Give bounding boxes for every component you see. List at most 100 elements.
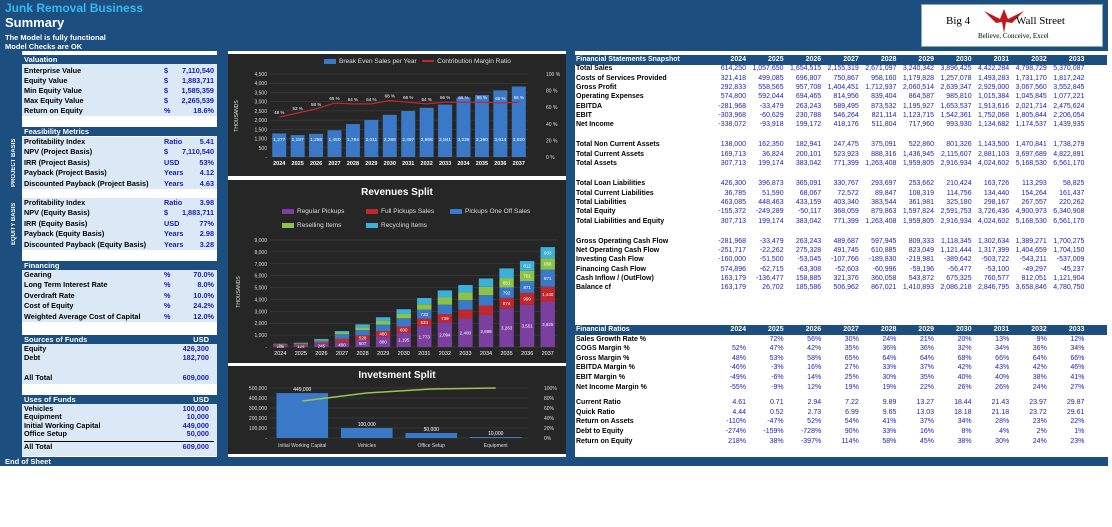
row-cell: 33% (882, 364, 897, 372)
segment-value-label: 1,773 (419, 334, 431, 339)
project-metric-row-unit: $ (164, 147, 169, 157)
revenue-segment (314, 338, 329, 340)
row-label: Gross Margin % (576, 354, 630, 362)
y-tick-label: 100,000 (249, 426, 267, 432)
row-cell: 574,800 (720, 93, 746, 101)
row-cell: 23.72 (1029, 408, 1047, 416)
row-label: Total Assets (576, 160, 617, 167)
financing-row-unit: % (164, 290, 171, 300)
line-value-label: 66 % (477, 95, 487, 100)
table-row: Net Operating Cash Flow -251,717 -22,262 27… (575, 246, 1107, 256)
y-tick-label: 2,000 (254, 118, 267, 124)
row-cell: 325,180 (946, 198, 972, 206)
row-cell: 19% (882, 383, 897, 391)
row-cell: 1,913,616 (978, 102, 1010, 110)
row-cell: 218% (728, 437, 746, 445)
x-tick-label: 2024 (273, 161, 286, 167)
break-even-bar (474, 95, 489, 157)
equity-metric-row: IRR (Equity Basis) USD 77% (24, 219, 214, 228)
end-of-sheet: End of Sheet (0, 457, 1108, 466)
row-cell: 1,738,279 (1053, 141, 1085, 149)
revenue-segment (458, 300, 473, 310)
revenue-segment (437, 297, 453, 305)
legend-label: Recycling Items (381, 222, 427, 229)
segment-value-label: 1,440 (542, 292, 554, 297)
revenue-segment (540, 258, 555, 270)
year-header: 2033 (1068, 56, 1085, 63)
row-cell: 2.73 (807, 408, 822, 416)
business-title: Junk Removal Business (5, 1, 144, 15)
row-cell: 1,817,242 (1053, 74, 1085, 82)
valuation-row: Max Equity Value $2,265,539 (24, 96, 214, 105)
segment-value-label: 3,825 (542, 322, 554, 327)
x-tick-label: Equipment (484, 443, 509, 449)
segment-value-label: 607 (359, 341, 367, 346)
valuation-row-value: 7,110,540 (181, 66, 214, 75)
row-cell: 65% (844, 354, 859, 362)
revenue-segment (314, 344, 329, 347)
row-cell: 957,708 (795, 83, 822, 91)
revenue-segment (396, 326, 411, 333)
y2-tick-label: 100 % (546, 72, 561, 78)
source-row: Debt 182,700 (24, 353, 214, 362)
row-cell: 134,440 (983, 189, 1010, 197)
row-cell: 2,671,097 (865, 65, 897, 73)
row-cell: -155,372 (718, 208, 746, 216)
source-row: Equity 426,300 (24, 344, 214, 353)
row-cell: 113,293 (1022, 180, 1047, 188)
year-header: 2032 (1031, 326, 1047, 333)
row-cell: -338,072 (718, 121, 746, 129)
uses-title: Uses of Funds (24, 395, 76, 404)
row-label: Total Current Liabilities (576, 189, 654, 197)
bar-value-label: 3,360 (476, 137, 488, 143)
row-cell: 12% (807, 383, 822, 391)
revenue-segment (396, 332, 411, 347)
break-even-bar (327, 130, 342, 157)
row-cell: 4,780,750 (1053, 284, 1085, 292)
revenue-segment (417, 318, 432, 326)
legend-swatch (282, 222, 294, 228)
revenue-segment (478, 314, 494, 347)
row-cell: 1,436,945 (902, 150, 934, 158)
revenue-segment (499, 287, 514, 298)
row-cell: 45% (919, 437, 934, 445)
equity-metric-row-value: 3.98 (199, 198, 214, 207)
break-even-bar (456, 97, 471, 157)
row-label: Costs of Services Provided (576, 74, 667, 82)
row-label: Return on Assets (576, 418, 634, 426)
row-cell: 3,896,425 (940, 65, 972, 73)
revenue-segment (437, 304, 453, 315)
bar-value-label: 1,277 (273, 137, 285, 143)
row-label: Balance cf (576, 284, 612, 292)
row-cell: 90% (844, 428, 859, 435)
row-cell: -537,009 (1056, 256, 1085, 264)
row-label: Net Operating Cash Flow (576, 247, 660, 255)
financing-row-unit: % (164, 301, 171, 311)
investment-split-plot: - 100,000 200,000 300,000 400,000 500,000 0% 20… (249, 386, 557, 449)
y-tick-label: 400,000 (249, 396, 267, 402)
sources-total-row: All Total 609,000 (24, 373, 214, 382)
row-cell: -53,100 (985, 265, 1010, 273)
row-cell: -303,968 (718, 111, 746, 119)
row-cell: 1,121,904 (1053, 275, 1085, 282)
legend-label: Pickups One Off Sales (465, 208, 531, 215)
financing-row-value: 70.0% (193, 270, 214, 279)
sources-unit: USD (193, 335, 209, 344)
row-cell: 154,264 (1021, 189, 1047, 197)
legend-label: Reselling Items (297, 222, 342, 229)
financing-row: Gearing% 70.0% (24, 270, 214, 279)
row-cell: 1,653,537 (940, 102, 972, 110)
row-cell: 58,825 (1062, 180, 1085, 188)
revenue-segment (293, 344, 309, 346)
bar-value-label: 1,255 (310, 137, 322, 143)
row-cell: 21% (919, 335, 934, 343)
project-metric-row: IRR (Project Basis) USD 53% (24, 158, 214, 167)
investment-split-chart: Invetsment Split - 100,000 200,000 300,000 4… (228, 366, 566, 454)
row-cell: -9% (771, 383, 784, 391)
row-cell: -50,117 (797, 208, 822, 216)
row-cell: 1,174,537 (1015, 121, 1047, 129)
revenue-segment (540, 269, 555, 287)
revenue-segment (396, 309, 411, 314)
y-axis-label: THOUSANDS (236, 276, 242, 308)
row-cell: 4.44 (732, 408, 746, 416)
